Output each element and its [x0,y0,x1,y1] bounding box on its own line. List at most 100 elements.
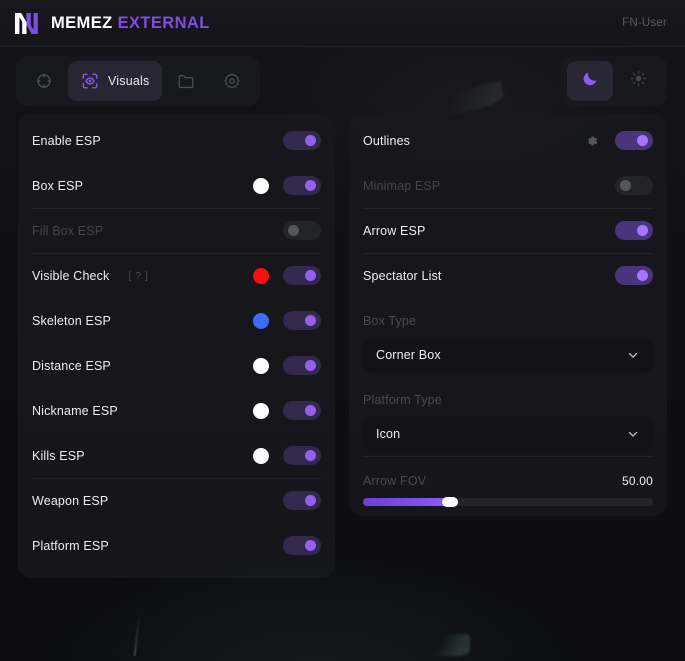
row-toggle[interactable] [283,356,322,375]
chevron-down-icon [626,427,640,441]
arrow-fov-value: 50.00 [621,474,653,488]
setting-row-label: Outlines [363,133,411,148]
setting-row: Spectator List [363,253,653,298]
tab-settings[interactable] [210,61,254,101]
arrow-fov-slider-block: Arrow FOV 50.00 [363,456,653,507]
chevron-down-icon [626,348,640,362]
tab-visuals[interactable]: Visuals [68,60,163,101]
setting-row: Arrow ESP [363,208,653,253]
toggle-knob [305,405,317,416]
setting-row: Distance ESP [32,343,322,388]
setting-row-label: Fill Box ESP [32,223,104,238]
setting-row: Outlines [363,118,653,163]
title-bar: MEMEZ EXTERNAL FN-User [0,0,685,47]
brand-word-secondary: EXTERNAL [117,13,210,32]
platform-type-label: Platform Type [363,393,442,407]
setting-row: Box ESP [32,163,322,208]
brand: MEMEZ EXTERNAL [14,12,210,35]
color-swatch[interactable] [253,267,270,284]
setting-row: Kills ESP [32,433,322,478]
user-tag: FN-User [622,17,667,29]
arrow-fov-slider[interactable] [363,497,653,507]
row-toggle[interactable] [615,176,653,195]
setting-row-label: Kills ESP [32,448,85,463]
row-toggle[interactable] [615,131,653,150]
toggle-knob [305,315,317,326]
setting-row: Visible Check [ ? ] [32,253,322,298]
content-area: Enable ESP Box ESP Fill Box ESP Visible Che… [0,114,685,578]
row-toggle[interactable] [283,176,322,195]
theme-light-button[interactable] [615,61,661,101]
theme-toggle-group [561,55,667,106]
color-swatch[interactable] [253,402,270,419]
row-toggle[interactable] [283,491,322,510]
setting-row-label: Minimap ESP [363,178,441,193]
toggle-knob [305,540,317,551]
setting-row-label: Skeleton ESP [32,313,111,328]
sun-icon [630,70,647,92]
box-type-label: Box Type [363,314,417,328]
setting-row: Enable ESP [32,118,322,163]
crosshair-icon [35,72,53,90]
toggle-knob [637,135,648,146]
setting-row-label: Spectator List [363,268,442,283]
row-toggle[interactable] [283,131,322,150]
tab-bar: Visuals [0,47,685,114]
setting-row: Nickname ESP [32,388,322,433]
color-swatch[interactable] [253,312,270,329]
setting-row-label: Visible Check [32,268,110,283]
row-toggle[interactable] [283,536,322,555]
row-toggle[interactable] [283,221,322,240]
box-type-dropdown[interactable]: Corner Box [363,337,653,373]
theme-dark-button[interactable] [567,60,613,101]
toggle-knob [288,225,300,236]
setting-row-label: Nickname ESP [32,403,118,418]
tab-visuals-label: Visuals [108,73,150,88]
toggle-knob [305,360,317,371]
arrow-fov-slider-thumb[interactable] [442,497,458,507]
row-toggle[interactable] [283,446,322,465]
setting-row: Fill Box ESP [32,208,322,253]
tab-aim[interactable] [22,61,66,101]
color-swatch[interactable] [253,357,270,374]
arrow-fov-label: Arrow FOV [363,474,427,488]
background-artifact [133,612,141,656]
brand-title: MEMEZ EXTERNAL [51,14,210,33]
setting-row: Weapon ESP [32,478,322,523]
toggle-knob [305,180,317,191]
color-swatch[interactable] [253,177,270,194]
setting-row: Platform ESP [32,523,322,568]
platform-type-value: Icon [376,427,401,441]
eye-scan-icon [81,72,99,90]
setting-row-label: Arrow ESP [363,223,426,238]
row-toggle[interactable] [283,401,322,420]
toggle-knob [637,225,648,236]
row-toggle[interactable] [615,266,653,285]
setting-row: Skeleton ESP [32,298,322,343]
toggle-knob [305,270,317,281]
toggle-knob [620,180,631,191]
row-toggle[interactable] [615,221,653,240]
help-hint[interactable]: [ ? ] [128,269,149,282]
toggle-knob [305,450,317,461]
platform-type-dropdown[interactable]: Icon [363,416,653,452]
gear-icon [223,72,241,90]
moon-icon [582,70,599,92]
toggle-knob [305,135,317,146]
row-toggle[interactable] [283,311,322,330]
arrow-fov-slider-fill [363,498,450,506]
right-panel-rows: Outlines Minimap ESP Arrow ESP Spectator Li… [363,118,653,298]
visuals-left-panel: Enable ESP Box ESP Fill Box ESP Visible Che… [18,114,336,578]
visuals-right-panel: Outlines Minimap ESP Arrow ESP Spectator Li… [349,114,667,516]
row-toggle[interactable] [283,266,322,285]
nav-tab-group: Visuals [16,55,261,106]
color-swatch[interactable] [253,447,270,464]
gear-icon[interactable] [584,133,599,148]
brand-word-primary: MEMEZ [51,13,113,32]
memez-logo-icon [14,12,39,35]
setting-row-label: Weapon ESP [32,493,109,508]
tab-configs[interactable] [164,61,208,101]
background-artifact [428,634,470,656]
folder-icon [177,72,195,90]
